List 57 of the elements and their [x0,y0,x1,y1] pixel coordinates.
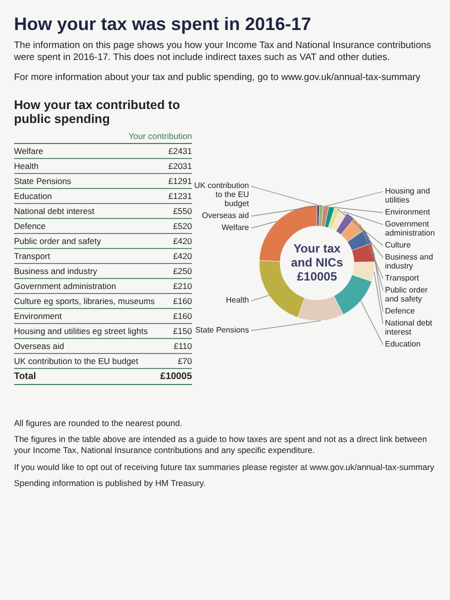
text: £10005 [160,371,192,382]
text: £70 [178,356,192,366]
slice-label: Welfare [222,222,250,232]
text: £1231 [168,191,192,202]
text: Your tax and NICs £10005 [290,240,344,283]
slice-label: Culture [385,240,412,249]
text: Total [14,371,36,382]
text: How your tax contributed to public spending [14,98,181,126]
slice-label: Business and industry [385,252,434,270]
category-label: Health [14,161,39,172]
slice-label: Government administration [385,218,435,237]
text: £110 [174,341,192,352]
slice-label: National debt interest [385,318,433,336]
category-label: Housing and utilities eg street lights [14,326,148,336]
text: How your tax was spent in 2016-17 [14,14,312,35]
slice-label: Defence [385,306,416,315]
text: £160 [173,296,192,306]
category-label: Public order and safety [14,236,101,246]
slice-label: Health [226,295,249,304]
text: £160 [173,311,192,322]
category-label: UK contribution to the EU budget [14,356,138,366]
slice-label: State Pensions [195,324,249,334]
category-label: Culture eg sports, libraries, museums [14,296,155,306]
category-label: Education [14,191,52,202]
category-label: Environment [14,311,62,322]
category-label: National debt interest [14,206,94,216]
text: £2031 [168,161,192,172]
category-label: Transport [14,251,50,262]
text: Spending information is published by HM Treasury. [14,478,207,489]
text: £520 [173,221,192,232]
category-label: Business and industry [14,266,98,276]
slice-label: Education [385,338,421,348]
text: £250 [173,266,192,276]
text: If you would like to opt out of receiving future tax summaries please register at www.gov.uk/annual-tax-summary [14,462,436,472]
category-label: Overseas aid [14,341,64,352]
category-label: Government administration [14,281,116,292]
text: All figures are rounded to the nearest pound. [14,418,184,428]
text: The information on this page shows you how your Income Tax and National Insurance contributions were spent in 2016-17. This does not include indirect taxes such as VAT and other duties. [14,40,432,64]
text: £210 [173,281,192,292]
category-label: Defence [14,221,46,232]
slice-label: Environment [385,206,431,216]
text: £2431 [168,146,192,156]
text: £1291 [168,176,192,186]
text: The figures in the table above are intended as a guide to how taxes are spent and not as a direct link between your Income Tax, National Insurance contributions and any specific expenditure. [14,434,428,456]
category-label: State Pensions [14,176,72,186]
text: Your contribution [14,131,192,144]
text: For more information about your tax and public spending, go to www.gov.uk/annual-tax-summary [14,72,422,84]
category-label: Welfare [14,146,44,156]
slice-label: Housing and utilities [385,186,430,204]
text: £420 [173,251,192,262]
text: £420 [173,236,192,246]
text: £550 [173,206,192,216]
slice-label: Transport [385,272,420,282]
slice-label: UK contribution to the EU budget [194,180,250,208]
slice-label: Overseas aid [202,210,249,220]
text: £150 [173,326,192,336]
slice-label: Public order and safety [385,284,428,303]
